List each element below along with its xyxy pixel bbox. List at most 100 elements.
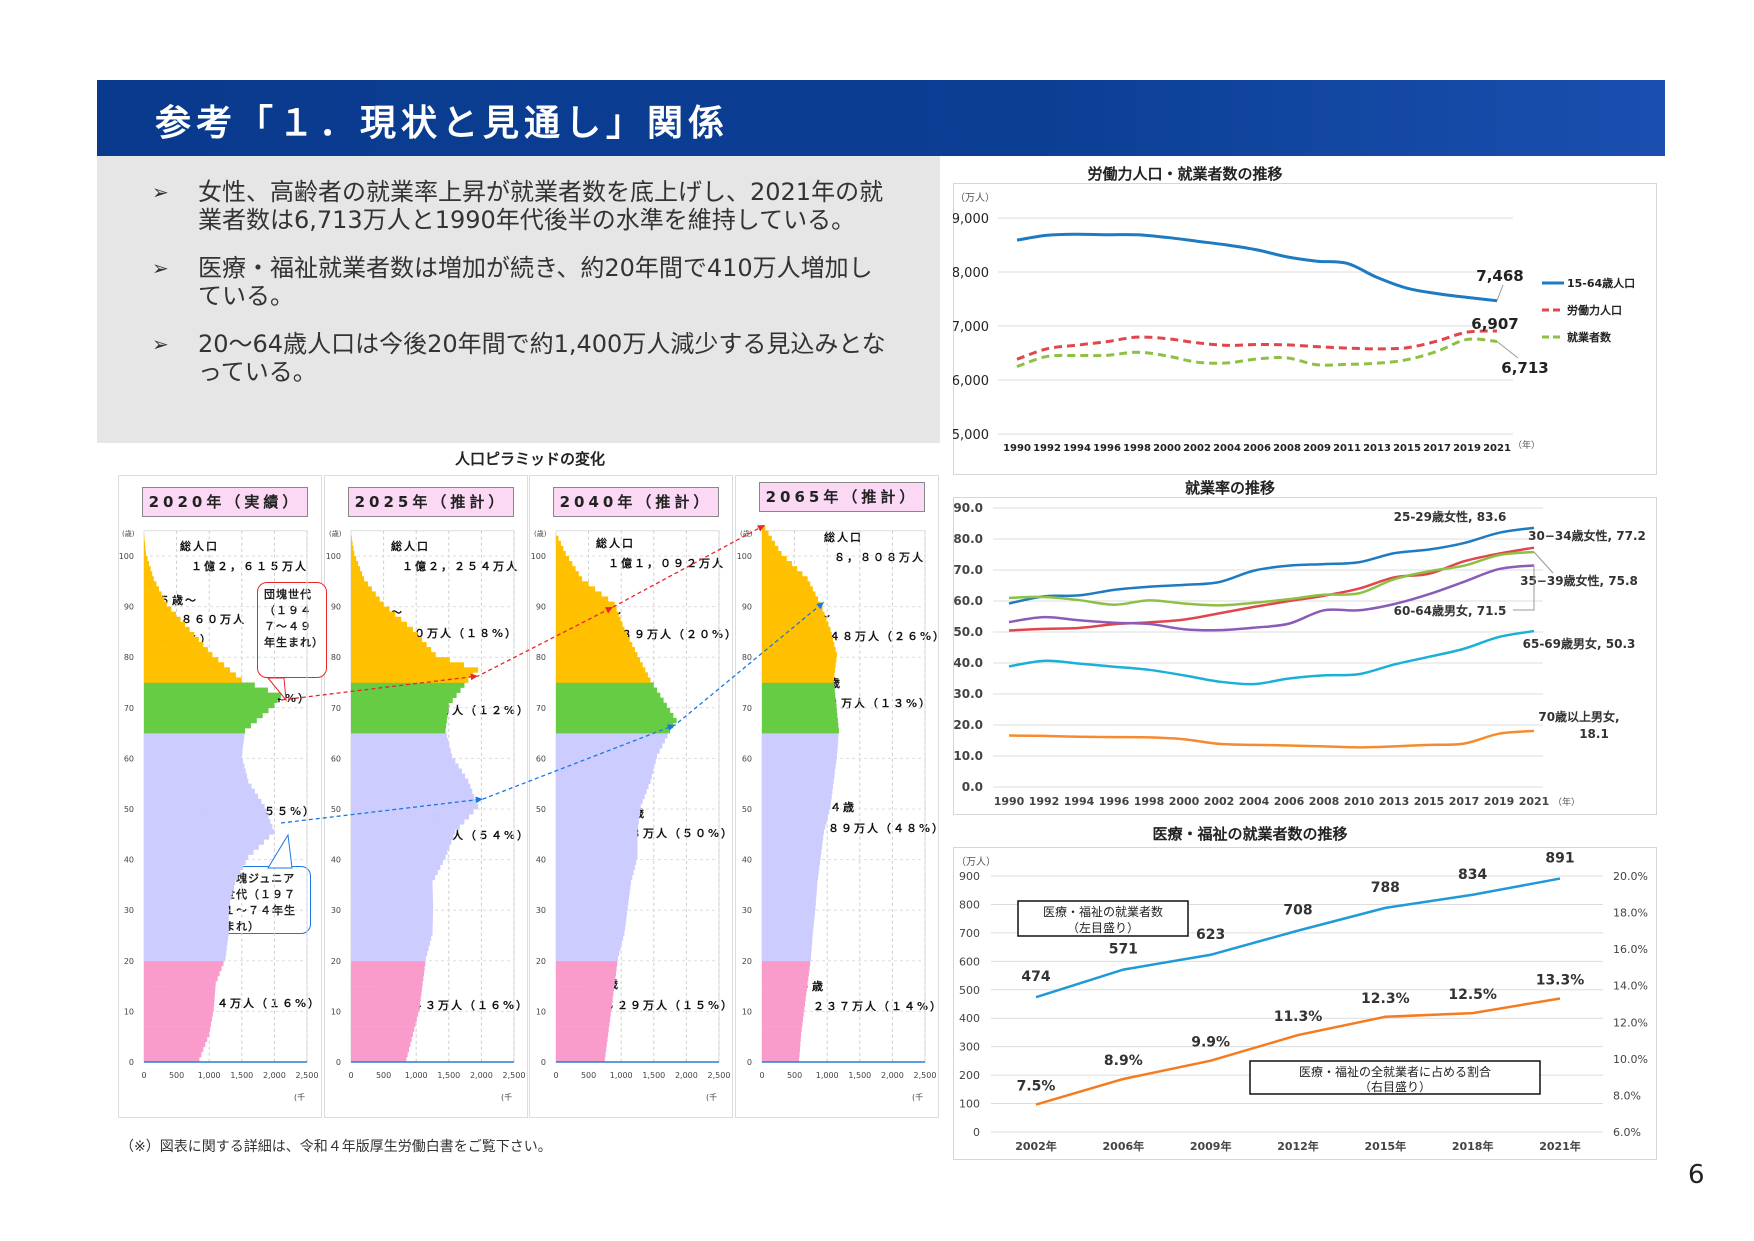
pyramid-band-label: （１５%） <box>560 712 626 725</box>
arrowhead-bullet-icon: ➢ <box>152 332 169 356</box>
slide-header: 参考「１．現状と見通し」関係 <box>97 80 1665 156</box>
x-tick-label: 2021年 <box>1539 1139 1581 1153</box>
pyramid-band-label: 総人口 <box>596 537 635 550</box>
series-end-label: 30−34歳女性, 77.2 <box>1528 528 1646 543</box>
data-label: 623 <box>1196 927 1225 943</box>
pyramid-band-label: ２０～６４歳 <box>150 785 228 798</box>
legend-box-left <box>1017 900 1189 937</box>
data-label: 11.3% <box>1274 1009 1323 1025</box>
pyramid-band-label: １億２，２５４万人 <box>402 560 519 573</box>
x-tick-label: 2013 <box>1363 443 1391 454</box>
y-tick-label: 20.0 <box>953 718 983 732</box>
x-tick-label: 1996 <box>1093 443 1121 454</box>
pyramid-year-label: 2040年（推計） <box>553 487 719 517</box>
y-tick-label: 5,000 <box>953 428 989 443</box>
y-tick-label: 50.0 <box>953 625 983 639</box>
y-tick-label: 8,000 <box>953 266 989 281</box>
data-label: 12.3% <box>1361 991 1410 1007</box>
x-tick-label: 2002 <box>1183 443 1211 454</box>
x-tick-label: 1992 <box>1033 443 1061 454</box>
x-tick-label: 2021 <box>1483 443 1511 454</box>
x-tick-label: 2018年 <box>1452 1139 1494 1153</box>
footnote: （※）図表に関する詳細は、令和４年版厚生労働白書をご覧下さい。 <box>120 1139 552 1155</box>
slide-title: 参考「１．現状と見通し」関係 <box>155 103 730 144</box>
pyramid-band-label: ４，１８９万人（４８%） <box>789 822 946 835</box>
y2-tick-label: 10.0% <box>1613 1053 1648 1066</box>
x-tick-label: 2013 <box>1379 795 1410 808</box>
y-tick-label: 300 <box>959 1041 980 1054</box>
y-tick-label: 90.0 <box>953 501 983 515</box>
x-tick-label: 2002 <box>1204 795 1235 808</box>
series-line-1 <box>1016 329 1498 361</box>
y2-tick-label: 18.0% <box>1613 907 1648 920</box>
legend-box-text: （左目盛り） <box>1067 920 1139 935</box>
y-tick-label: 200 <box>959 1069 980 1082</box>
pyramid-band-label: １，９４３万人（１６%） <box>373 999 530 1012</box>
series-line-0 <box>1008 526 1535 605</box>
y2-tick-label: 16.0% <box>1613 943 1648 956</box>
y-tick-label: 700 <box>959 927 980 940</box>
series-line-3 <box>1008 564 1535 632</box>
x-tick-label: 1996 <box>1099 795 1130 808</box>
pyramid-year-label: 2065年（推計） <box>759 482 925 512</box>
data-label: 8.9% <box>1104 1053 1143 1069</box>
x-tick-label: 2019 <box>1453 443 1481 454</box>
x-tick-label: 2004 <box>1239 795 1270 808</box>
y-tick-label: 0 <box>973 1126 980 1139</box>
pyramid-band-label: ２０～６４歳 <box>365 809 443 822</box>
series-end-label: 18.1 <box>1579 727 1609 741</box>
x-tick-label: 2011 <box>1333 443 1361 454</box>
x-tick-label: 2015年 <box>1365 1139 1407 1153</box>
data-label: 6,713 <box>1501 359 1548 377</box>
y-tick-label: 0.0 <box>962 780 983 794</box>
series-line-2 <box>1008 550 1535 607</box>
chart-medical-welfare: 0 100 200 300 400 500 600 700 800 900 6.0% 8.0% 10.0… <box>956 851 1648 1153</box>
pyramid-band-label: ２，０７４万人（１６%） <box>165 997 322 1010</box>
x-tick-label: 2010 <box>1344 795 1375 808</box>
y-tick-label: 10.0 <box>953 749 983 763</box>
pyramid-band-label: ６５～７４歳 <box>365 684 443 697</box>
baby-boomer-callout: 団塊世代（１９４７～４９年生まれ） <box>257 582 327 678</box>
data-label: 7,468 <box>1476 267 1523 285</box>
y-tick-label: 9,000 <box>953 212 989 227</box>
pyramid-band-label: ６５～７４歳 <box>562 670 640 683</box>
pyramid-panel <box>735 475 939 1118</box>
pyramid-band-label: ６５～７４歳 <box>764 677 842 690</box>
pyramid-band-label: ７５歳～ <box>146 594 198 607</box>
y2-tick-label: 8.0% <box>1613 1089 1641 1102</box>
x-tick-label: 2009年 <box>1190 1139 1232 1153</box>
y-tick-label: 800 <box>959 898 980 911</box>
data-label: 6,907 <box>1471 315 1518 333</box>
x-tick-label: 1992 <box>1029 795 1060 808</box>
pyramid-band-label: ６，９３８万人（５５%） <box>160 805 317 818</box>
pyramid-band-label: ８，８０８万人 <box>834 551 925 564</box>
chart-title-labor: 労働力人口・就業者数の推移 <box>1087 165 1283 183</box>
summary-bullet: ➢ 女性、高齢者の就業率上昇が就業者数を底上げし、2021年の就業者数は6,713… <box>152 178 884 234</box>
y-tick-label: 7,000 <box>953 320 989 335</box>
x-tick-label: 2006年 <box>1103 1139 1145 1153</box>
x-unit: （年） <box>1553 796 1580 808</box>
pyramid-band-label: ７５歳～ <box>571 607 623 620</box>
series-end-label: 70歳以上男女, <box>1538 709 1619 724</box>
x-tick-label: 1990 <box>1003 443 1031 454</box>
leader-line <box>1496 341 1519 359</box>
pyramid-band-label: １，６２９万人（１５%） <box>578 999 735 1012</box>
pyramid-band-label: １，２３７万人（１４%） <box>787 1000 944 1013</box>
x-tick-label: 2017 <box>1423 443 1451 454</box>
chart-employment-rate: 0.0 10.0 20.0 30.0 40.0 50.0 60.0 70.0 80.0 90.0 1… <box>953 501 1646 808</box>
legend-box-text: （右目盛り） <box>1359 1079 1431 1094</box>
pyramid-year-label: 2020年（実績） <box>142 487 308 517</box>
pyramid-band-label: １億２，６１５万人 <box>191 560 308 573</box>
data-label: 571 <box>1109 942 1138 958</box>
pyramid-band-label: ７５歳～ <box>780 610 832 623</box>
pyramid-band-label: １億１，０９２万人 <box>608 557 725 570</box>
pyramid-band-label: 総人口 <box>824 531 863 544</box>
legend-box-text: 医療・福祉の全就業者に占める割合 <box>1299 1064 1491 1079</box>
y-tick-label: 600 <box>959 955 980 968</box>
series-line-0 <box>1016 232 1498 303</box>
pyramid-band-label: ５，５４３万人（５０%） <box>578 827 735 840</box>
legend-box-text: 医療・福祉の就業者数 <box>1043 904 1163 919</box>
summary-bullet: ➢ 医療・福祉就業者数は増加が続き、約20年間で410万人増加している。 <box>152 254 873 310</box>
data-label: 7.5% <box>1017 1079 1056 1095</box>
pyramid-year-label: 2025年（推計） <box>348 487 514 517</box>
